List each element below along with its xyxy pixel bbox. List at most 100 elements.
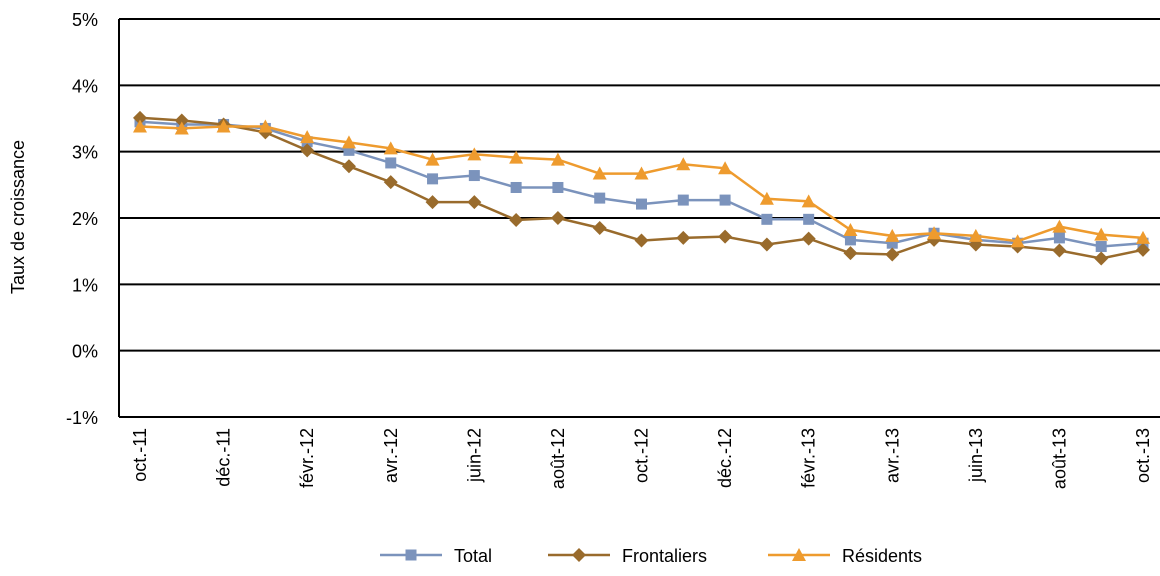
x-tick-label: août-12 (548, 428, 568, 489)
data-point (341, 159, 356, 174)
data-point (174, 113, 189, 128)
legend-marker (405, 549, 417, 561)
gridlines (118, 18, 1160, 418)
data-point (1136, 230, 1150, 244)
data-point (1136, 242, 1150, 257)
legend-label: Résidents (842, 546, 922, 566)
legend: Total Frontaliers Résidents (380, 546, 922, 566)
data-point (968, 228, 983, 242)
data-point (844, 234, 856, 246)
legend-item: Total (380, 546, 492, 566)
data-point (886, 237, 898, 249)
x-tick-label: déc.-12 (715, 428, 735, 488)
data-point (718, 229, 733, 244)
data-point (594, 192, 606, 204)
data-point (509, 212, 524, 227)
data-point (801, 231, 816, 246)
y-axis-label: Taux de croissance (8, 140, 28, 294)
x-axis-ticks: oct.-11 déc.-11 févr.-12 avr.-12 juin-12 août… (130, 428, 1153, 489)
data-point (1094, 227, 1109, 241)
legend-item: Résidents (768, 546, 922, 566)
data-point (1095, 241, 1107, 253)
data-point (383, 175, 398, 190)
data-point (676, 230, 691, 245)
data-point (759, 237, 774, 252)
legend-label: Total (454, 546, 492, 566)
data-point (885, 247, 900, 262)
x-tick-label: févr.-12 (297, 428, 317, 488)
data-point (467, 195, 482, 210)
x-tick-label: déc.-11 (214, 428, 234, 487)
x-tick-label: juin-13 (966, 428, 986, 483)
data-point (550, 211, 565, 225)
data-point (1010, 234, 1025, 248)
data-point (133, 110, 147, 125)
data-point (550, 152, 565, 166)
data-point (801, 194, 816, 208)
data-point (719, 194, 731, 206)
y-axis-ticks: -1% 0% 1% 2% 3% 4% 5% (66, 10, 98, 428)
y-tick-label: -1% (66, 408, 98, 428)
legend-item: Frontaliers (548, 546, 707, 566)
data-point (634, 166, 649, 180)
data-point (385, 157, 397, 169)
y-tick-label: 2% (72, 209, 98, 229)
data-point (300, 130, 315, 144)
data-point (592, 220, 607, 235)
data-point (677, 194, 689, 206)
data-point (174, 121, 189, 135)
y-tick-label: 4% (72, 76, 98, 96)
x-tick-label: août-13 (1049, 428, 1069, 489)
data-point (467, 147, 482, 161)
data-point (761, 213, 773, 225)
x-tick-label: avr.-13 (882, 428, 902, 483)
legend-marker (792, 548, 806, 561)
data-point (509, 150, 524, 164)
data-point (552, 181, 564, 193)
data-point (425, 195, 440, 210)
data-point (1094, 251, 1109, 266)
series-total (134, 116, 1149, 253)
data-point (1052, 219, 1067, 233)
y-tick-label: 0% (72, 342, 98, 362)
data-point (1053, 232, 1065, 244)
series-rsidents (133, 119, 1150, 248)
data-point (1052, 243, 1067, 258)
data-point (216, 119, 231, 133)
data-point (718, 161, 733, 175)
legend-label: Frontaliers (622, 546, 707, 566)
y-tick-label: 1% (72, 275, 98, 295)
data-point (468, 170, 480, 182)
data-point (636, 198, 647, 210)
data-point (634, 233, 649, 248)
data-point (343, 144, 355, 156)
x-tick-label: févr.-13 (799, 428, 819, 488)
y-tick-label: 3% (72, 143, 98, 163)
data-point (133, 119, 147, 133)
data-point (258, 119, 273, 133)
x-tick-label: oct.-13 (1133, 428, 1153, 483)
data-point (803, 213, 815, 225)
data-point (927, 226, 942, 240)
data-point (383, 141, 398, 155)
data-point (759, 191, 774, 205)
x-tick-label: oct.-12 (632, 428, 652, 483)
data-point (425, 152, 440, 166)
data-point (427, 173, 439, 185)
series-group (133, 110, 1150, 266)
series-line (139, 120, 1144, 248)
data-point (300, 143, 315, 158)
data-point (843, 222, 858, 236)
data-point (676, 157, 691, 171)
data-point (592, 166, 607, 180)
x-tick-label: juin-12 (464, 428, 484, 483)
data-point (843, 246, 858, 261)
data-point (341, 135, 356, 149)
data-point (885, 228, 900, 242)
y-tick-label: 5% (72, 10, 98, 30)
x-tick-label: avr.-12 (381, 428, 401, 483)
data-point (510, 181, 522, 193)
legend-marker (572, 548, 586, 562)
